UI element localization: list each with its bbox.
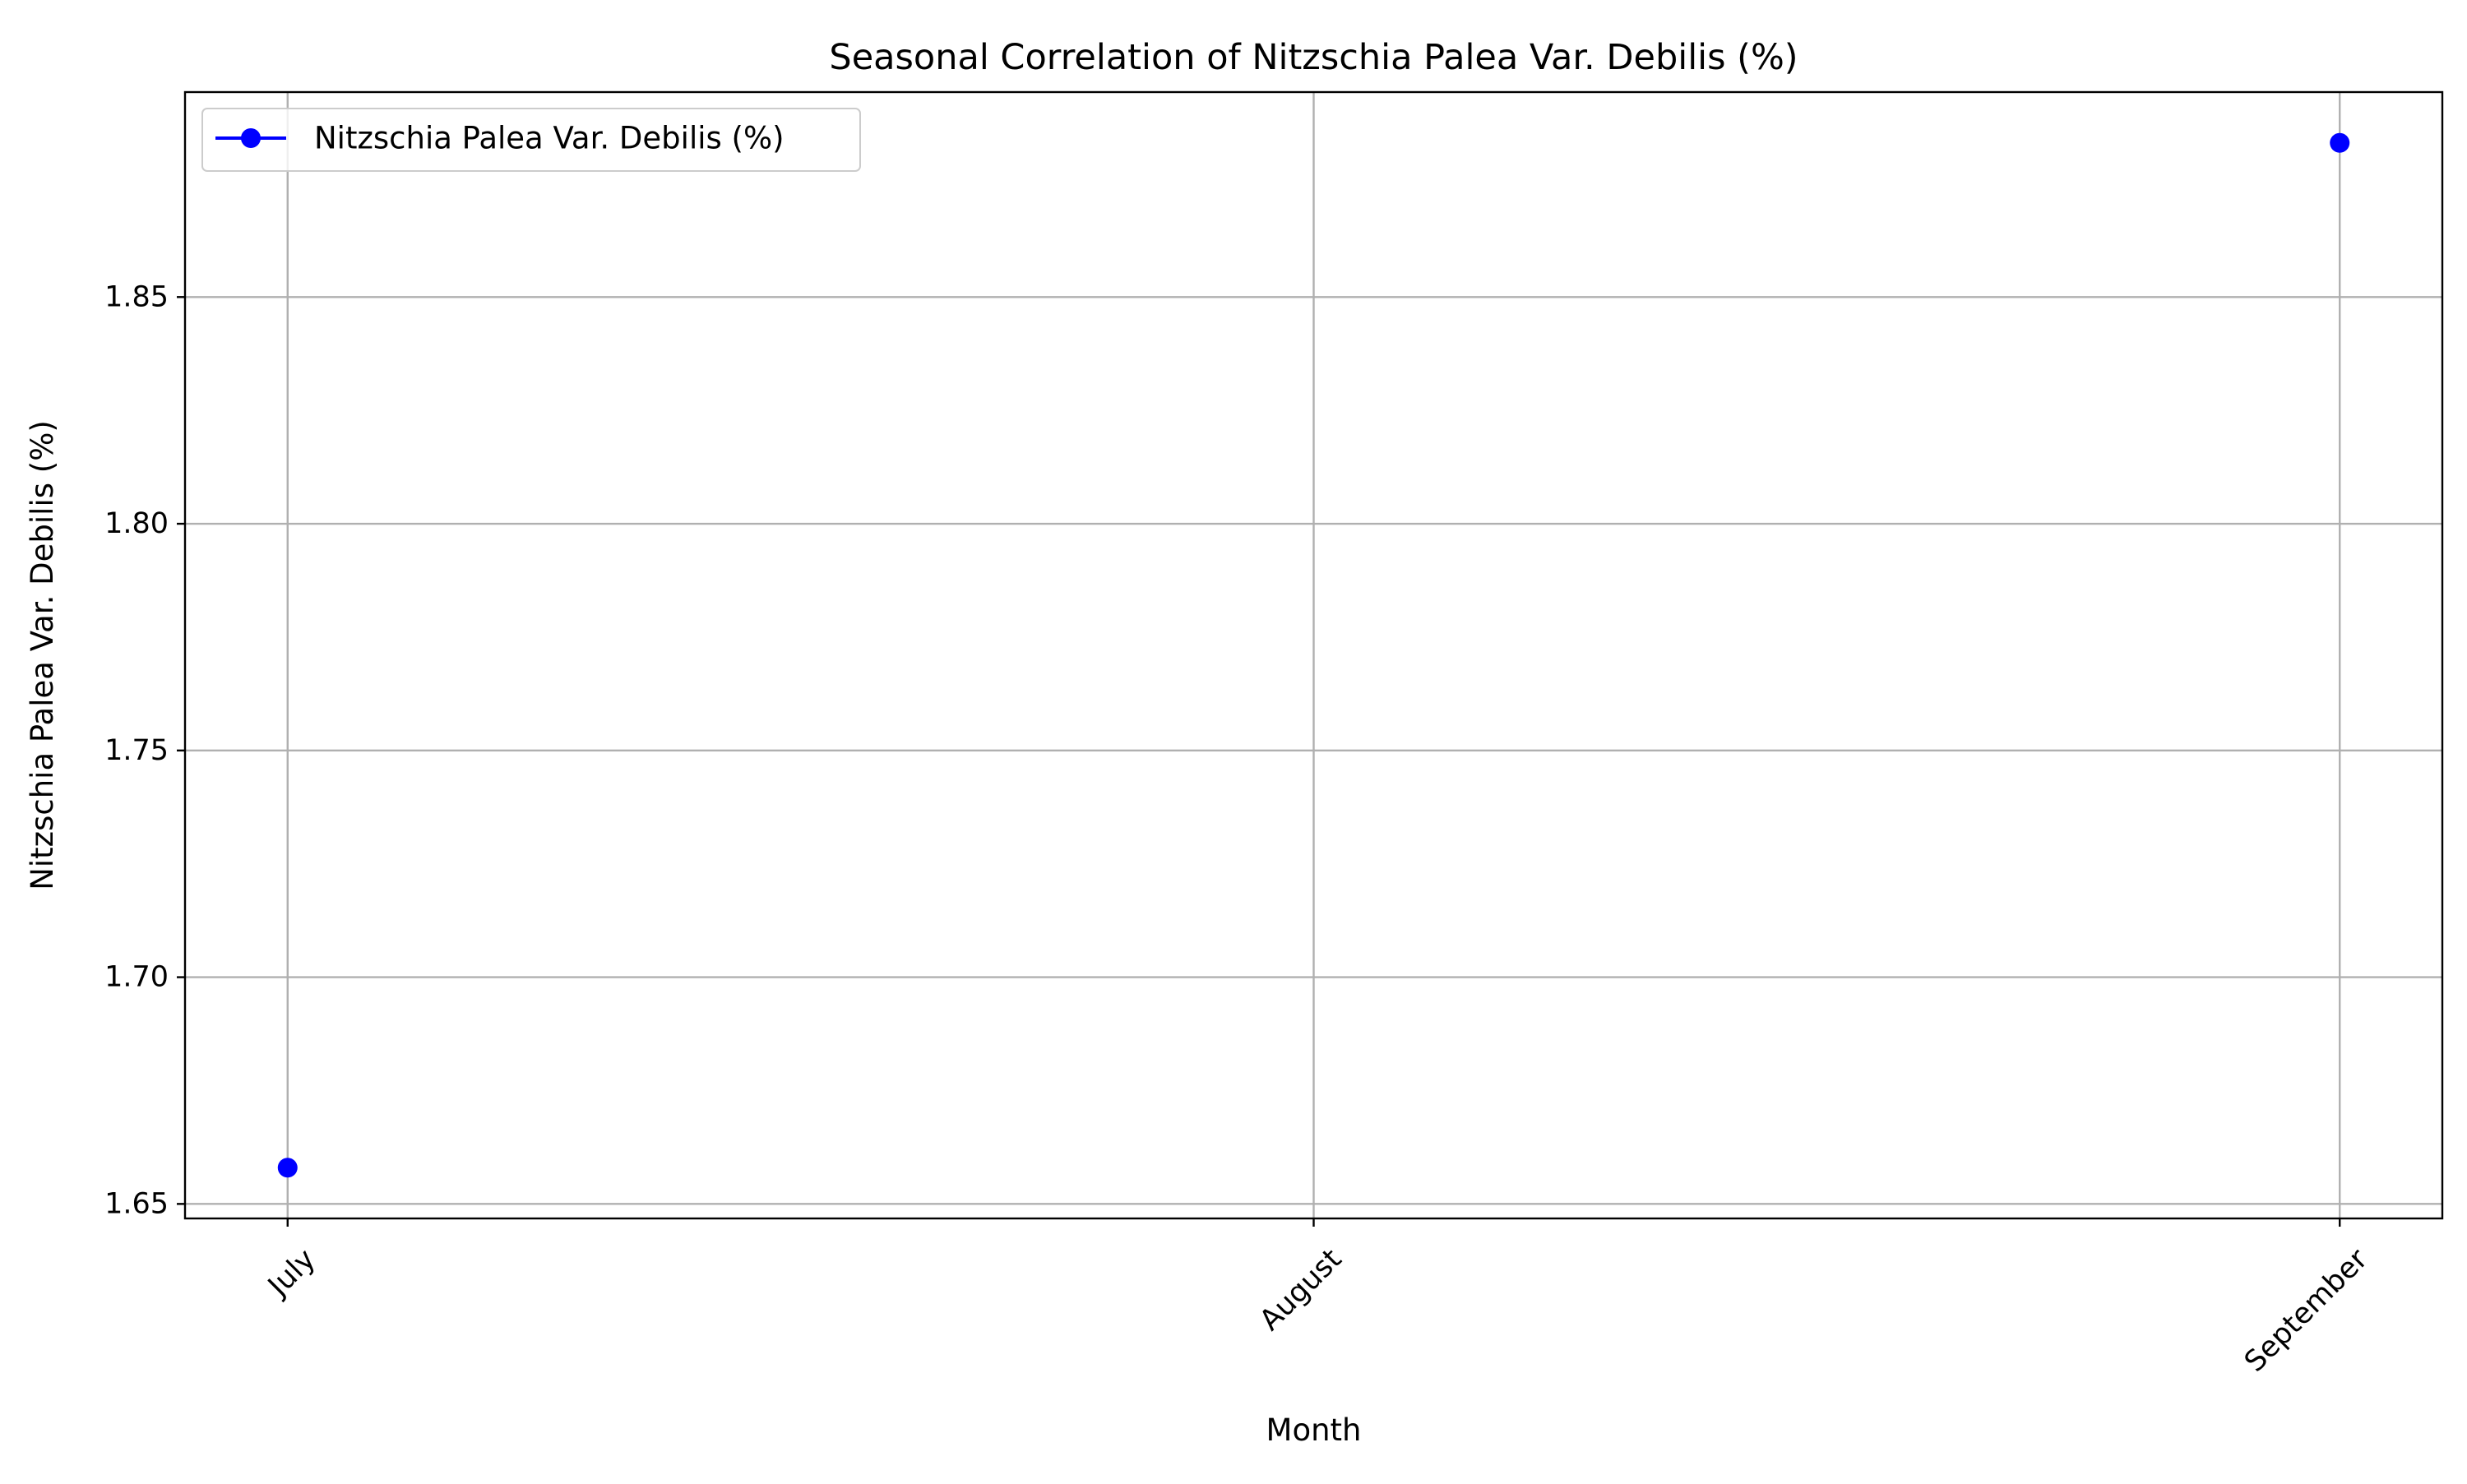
chart-title: Seasonal Correlation of Nitzschia Palea … — [829, 37, 1798, 78]
y-tick-label: 1.80 — [104, 507, 169, 540]
legend-entry-label: Nitzschia Palea Var. Debilis (%) — [314, 121, 785, 156]
y-tick-label: 1.65 — [104, 1187, 169, 1220]
legend-marker-swatch — [241, 128, 261, 148]
series-0 — [277, 132, 2350, 1178]
y-tick-label: 1.85 — [104, 280, 169, 313]
data-point — [277, 1158, 298, 1178]
y-tick-label: 1.75 — [104, 734, 169, 767]
data-point — [2330, 132, 2350, 153]
legend: Nitzschia Palea Var. Debilis (%) — [201, 108, 861, 172]
series-layer — [277, 132, 2350, 1178]
legend-box — [201, 108, 861, 172]
x-axis-label: Month — [1266, 1412, 1362, 1448]
grid — [185, 92, 2442, 1218]
y-tick-label: 1.70 — [104, 961, 169, 994]
y-axis-label: Nitzschia Palea Var. Debilis (%) — [25, 420, 60, 890]
